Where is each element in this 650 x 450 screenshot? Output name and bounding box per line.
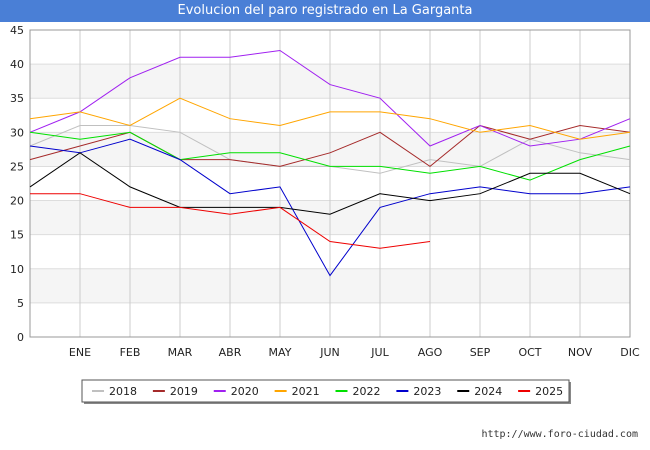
y-tick-label: 5: [17, 297, 24, 310]
legend: 2018 2019 2020 2021 2022 2023 2024 2025: [81, 379, 571, 404]
x-tick-label: ENE: [69, 346, 91, 359]
series-lines: [29, 49, 631, 277]
y-tick-label: 40: [10, 58, 24, 71]
x-axis: ENE FEB MAR ABR MAY JUN JUL AGO SEP OCT NOV DIC: [69, 346, 640, 359]
x-tick-label: JUN: [319, 346, 340, 359]
legend-box: [81, 379, 570, 403]
y-tick-label: 15: [10, 229, 24, 242]
legend-label-2025: 2025: [535, 385, 563, 398]
series-line-2022: [29, 131, 631, 181]
legend-label-2020: 2020: [231, 385, 259, 398]
series-line-2024: [29, 152, 631, 215]
series-line-2020: [29, 49, 631, 147]
legend-label-2023: 2023: [413, 385, 441, 398]
y-tick-label: 35: [10, 92, 24, 105]
y-tick-label: 0: [17, 331, 24, 344]
legend-label-2019: 2019: [170, 385, 198, 398]
legend-label-2018: 2018: [109, 385, 137, 398]
x-tick-label: DIC: [620, 346, 640, 359]
y-tick-label: 20: [10, 195, 24, 208]
y-axis: 0 5 10 15 20 25 30 35 40 45: [10, 24, 24, 344]
y-tick-label: 30: [10, 126, 24, 139]
legend-label-2024: 2024: [474, 385, 502, 398]
y-tick-label: 25: [10, 160, 24, 173]
series-line-2023: [29, 138, 631, 277]
x-tick-label: MAY: [269, 346, 292, 359]
grid: [29, 29, 631, 338]
chart-title: Evolucion del paro registrado en La Garg…: [0, 0, 650, 22]
plot-border: [29, 29, 631, 338]
series-line-2021: [29, 97, 631, 140]
x-tick-label: OCT: [518, 346, 541, 359]
x-tick-label: ABR: [219, 346, 242, 359]
y-tick-label: 45: [10, 24, 24, 37]
x-tick-label: FEB: [120, 346, 141, 359]
legend-label-2022: 2022: [353, 385, 381, 398]
x-tick-label: AGO: [418, 346, 443, 359]
legend-label-2021: 2021: [292, 385, 320, 398]
x-tick-label: NOV: [568, 346, 593, 359]
x-tick-label: MAR: [168, 346, 193, 359]
series-line-2025: [30, 193, 431, 249]
x-tick-label: JUL: [370, 346, 389, 359]
x-tick-label: SEP: [470, 346, 491, 359]
source-credit: http://www.foro-ciudad.com: [481, 429, 638, 440]
y-tick-label: 10: [10, 263, 24, 276]
